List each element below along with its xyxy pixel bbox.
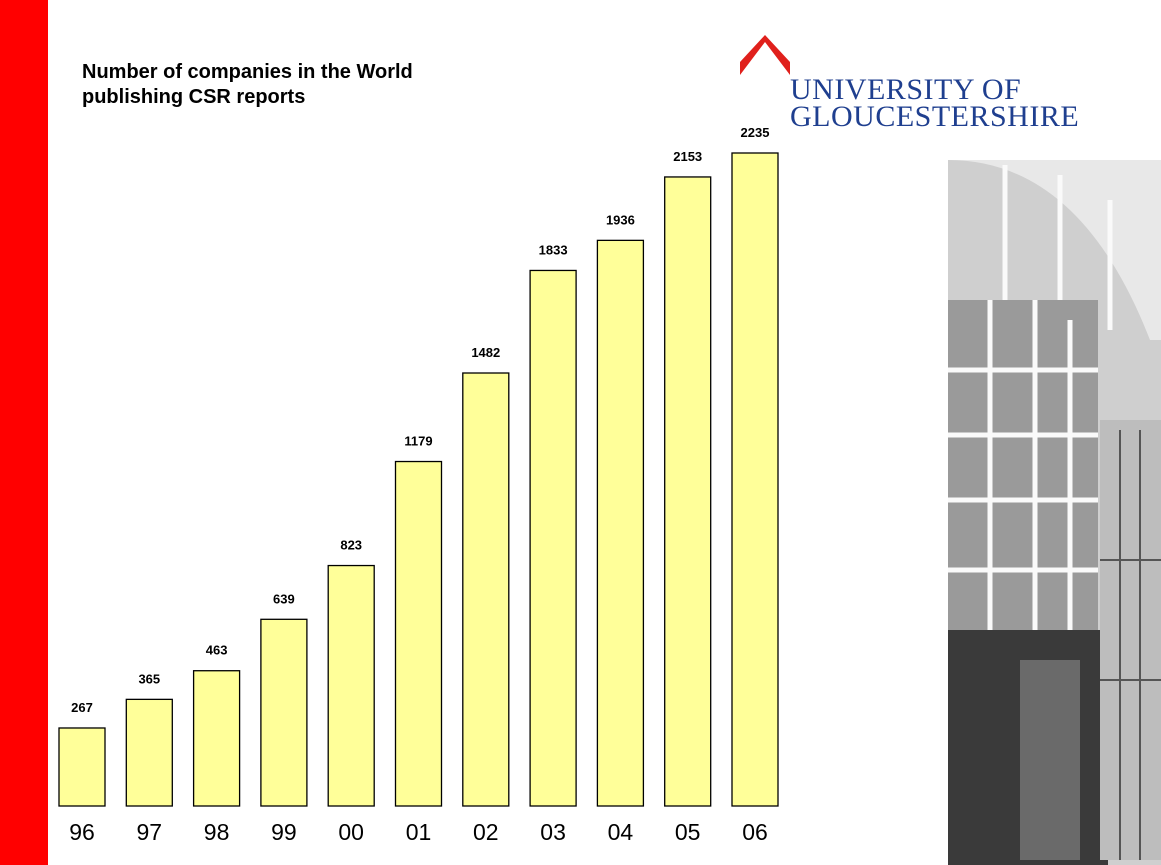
x-tick-label: 05 xyxy=(675,819,701,845)
logo-line: UNIVERSITY OF xyxy=(790,76,1079,103)
bar xyxy=(463,373,509,806)
x-tick-label: 97 xyxy=(137,819,163,845)
value-label: 463 xyxy=(206,643,228,658)
logo-text: UNIVERSITY OF GLOUCESTERSHIRE xyxy=(790,76,1079,130)
value-label: 1833 xyxy=(539,242,568,257)
x-tick-label: 02 xyxy=(473,819,499,845)
bar xyxy=(328,566,374,806)
logo-line: GLOUCESTERSHIRE xyxy=(790,103,1079,130)
bar xyxy=(59,728,105,806)
bar xyxy=(396,462,442,806)
bar xyxy=(732,153,778,806)
value-label: 639 xyxy=(273,591,295,606)
chart-title: Number of companies in the World publish… xyxy=(82,60,462,110)
x-tick-label: 01 xyxy=(406,819,432,845)
building-photo xyxy=(948,160,1161,865)
value-label: 823 xyxy=(340,538,362,553)
value-label: 1482 xyxy=(471,345,500,360)
value-label: 1179 xyxy=(404,434,432,449)
bar xyxy=(665,177,711,806)
bar xyxy=(261,619,307,806)
value-label: 1936 xyxy=(606,212,635,227)
slide: 267 96 365 97 463 98 639 99 823 00 1179 01 1482 02 183… xyxy=(0,0,1161,865)
value-label: 2153 xyxy=(673,149,702,164)
value-label: 267 xyxy=(71,700,93,715)
x-tick-label: 00 xyxy=(338,819,364,845)
side-band xyxy=(0,0,48,865)
bar xyxy=(194,671,240,806)
x-tick-label: 03 xyxy=(540,819,566,845)
x-tick-label: 96 xyxy=(69,819,95,845)
value-label: 365 xyxy=(138,671,160,686)
logo-mark xyxy=(740,35,790,75)
x-tick-label: 99 xyxy=(271,819,297,845)
x-tick-label: 04 xyxy=(608,819,634,845)
x-tick-label: 98 xyxy=(204,819,230,845)
bar xyxy=(597,240,643,806)
bar xyxy=(530,270,576,806)
bar xyxy=(126,699,172,806)
x-tick-label: 06 xyxy=(742,819,768,845)
value-label: 2235 xyxy=(741,125,770,140)
